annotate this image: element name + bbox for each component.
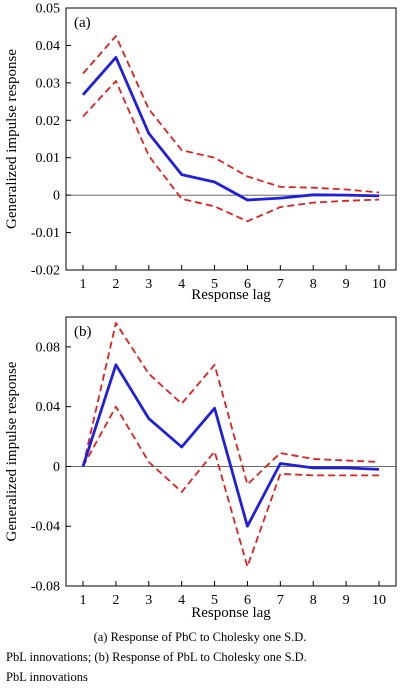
series-line-response	[81, 363, 380, 528]
y-tick-label: 0.02	[36, 114, 61, 129]
caption-line-1: (a) Response of PbC to Cholesky one S.D.	[93, 630, 307, 644]
series-line-upper-band	[82, 322, 380, 486]
x-tick-label: 9	[343, 277, 350, 292]
y-tick-label: -0.01	[31, 226, 60, 241]
x-tick-label: 1	[80, 277, 87, 292]
y-axis-title: Generalized impulse response	[4, 49, 20, 229]
x-tick-label: 2	[112, 593, 119, 608]
y-tick-label: 0	[53, 460, 60, 475]
x-tick-label: 6	[244, 593, 251, 608]
y-tick-label: 0.08	[36, 340, 61, 355]
x-tick-label: 3	[145, 593, 152, 608]
series-line-lower-band	[82, 405, 379, 568]
series-line-upper-band	[82, 35, 380, 194]
y-tick-label: 0.03	[36, 76, 61, 91]
y-tick-label: -0.02	[31, 264, 60, 279]
x-tick-label: 1	[80, 593, 87, 608]
y-tick-label: 0.04	[36, 400, 61, 415]
panel-label: (a)	[74, 15, 91, 31]
series-line-response	[81, 56, 380, 202]
x-tick-label: 7	[277, 593, 284, 608]
y-tick-label: 0.04	[36, 39, 61, 54]
y-axis-title: Generalized impulse response	[4, 361, 20, 541]
series-line-lower-band	[82, 80, 380, 223]
x-tick-label: 9	[343, 593, 350, 608]
caption-line-3: PbL innovations	[6, 670, 88, 684]
figure-caption: (a) Response of PbC to Cholesky one S.D.…	[0, 627, 400, 687]
x-tick-label: 8	[310, 277, 317, 292]
y-tick-label: 0.05	[36, 2, 61, 17]
panel-label: (b)	[74, 324, 92, 340]
x-tick-label: 3	[145, 277, 152, 292]
y-tick-label: 0.01	[36, 151, 61, 166]
x-tick-label: 6	[244, 277, 251, 292]
plot-frame	[65, 316, 397, 587]
chart-panel-a: -0.02 -0.01 0 0.01 0.02 0.03 0.04 0.05 1 2 3 4 5 6 7 8 9…	[4, 2, 397, 303]
x-tick-label: 7	[277, 277, 284, 292]
x-tick-label: 4	[178, 277, 185, 292]
x-tick-label: 5	[211, 277, 218, 292]
caption-line-2: PbL innovations; (b) Response of PbL to …	[6, 650, 307, 664]
x-axis-title: Response lag	[191, 605, 271, 621]
x-tick-label: 2	[112, 277, 119, 292]
x-tick-label: 10	[372, 277, 386, 292]
x-tick-label: 5	[211, 593, 218, 608]
x-tick-label: 8	[310, 593, 317, 608]
x-tick-label: 10	[372, 593, 386, 608]
x-axis-title: Response lag	[191, 287, 271, 303]
impulse-response-figure: -0.02 -0.01 0 0.01 0.02 0.03 0.04 0.05 1 2 3 4 5 6 7 8 9…	[4, 2, 397, 621]
y-tick-label: -0.04	[31, 520, 60, 535]
chart-panel-b: -0.08 -0.04 0 0.04 0.08 1 2 3 4 5 6 7 8 9 10 Response l…	[4, 316, 397, 621]
y-tick-label: 0	[53, 189, 60, 204]
plot-frame	[65, 7, 397, 271]
x-tick-label: 4	[178, 593, 185, 608]
y-tick-label: -0.08	[31, 580, 60, 595]
